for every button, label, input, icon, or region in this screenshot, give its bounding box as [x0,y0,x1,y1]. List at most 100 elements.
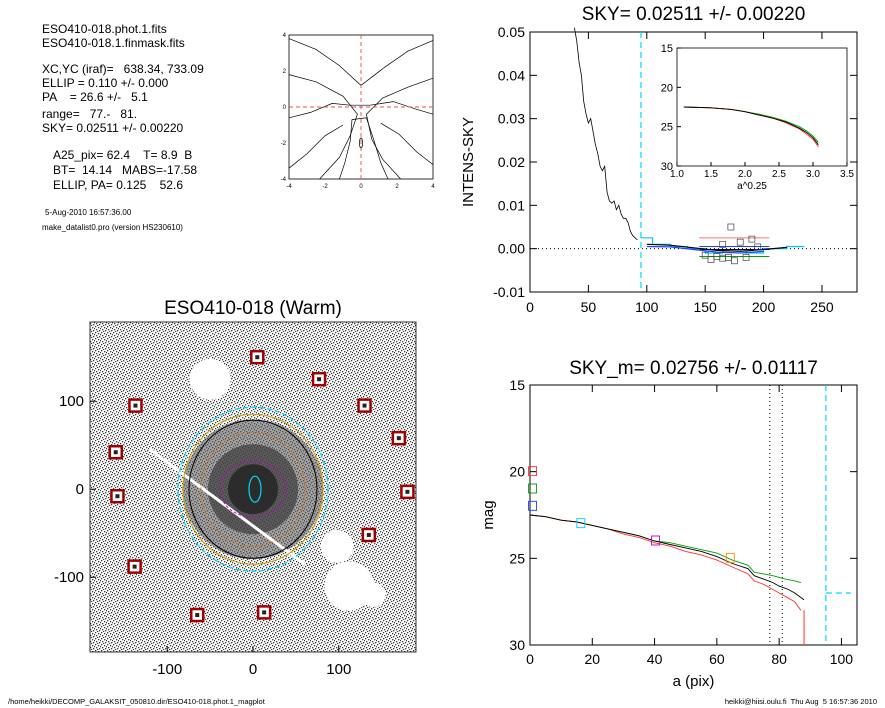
mag-series-black [529,514,805,601]
masked-star-core [262,610,267,615]
mag-ytick: 30 [509,637,525,653]
sky-xtick: 50 [581,299,597,315]
image-content [90,322,416,652]
contour-ytick: -4 [281,177,287,183]
sky-ytick: 0.02 [498,154,525,170]
sky-xtick: 150 [693,299,717,315]
mag-xlabel: a (pix) [673,673,715,690]
pa-text: PA = 26.6 +/- 5.1 [42,90,148,104]
sky-xtick: 0 [526,299,534,315]
contour-line-6 [380,122,434,165]
file-name-2: ESO410-018.1.finmask.fits [42,36,185,50]
mag-title: SKY_m= 0.02756 +/- 0.01117 [569,358,818,379]
xcyc-text: XC,YC (iraf)= 638.34, 733.09 [42,62,204,76]
image-ytick: -100 [54,569,84,586]
image-ytick: 100 [59,393,84,410]
a25-text: A25_pix= 62.4 T= 8.9 B [53,148,193,162]
mag-series-red [529,514,802,611]
inset-ytick: 25 [661,122,673,134]
inset-xlabel: a^0.25 [737,181,767,192]
sky-ytick: 0.05 [498,24,525,40]
image-xtick: 0 [249,661,257,678]
inset-xtick: 3.5 [840,169,854,180]
galaxy-core [228,464,278,515]
contour-line-5 [288,124,344,169]
sky-series-black [646,243,787,252]
contour-xtick: -4 [286,184,292,190]
ellip-text: ELLIP = 0.110 +/- 0.000 [42,76,169,90]
range-text: range= 77.- 81. [42,107,138,121]
sky-text: SKY= 0.02511 +/- 0.00220 [42,121,184,135]
inset-xtick: 1.5 [704,169,718,180]
image-xtick: 100 [326,661,351,678]
mag-xtick: 80 [771,651,787,667]
contour-ytick: 0 [283,105,287,111]
sky-xtick: 200 [752,299,776,315]
inset-xtick: 3.0 [806,169,820,180]
sky-series-blue [646,245,764,254]
inset-xtick: 2.5 [772,169,786,180]
masked-star-core [396,436,401,441]
contour-line-1 [288,74,358,180]
contour-line-2 [366,77,434,180]
galaxy-image-plot: ESO410-018 (Warm) -100 0 100 100 0 -100 [54,298,417,678]
masked-star-core [195,613,200,618]
contour-ytick: -2 [281,141,287,147]
program-text: make_datalist0.pro (version HS230610) [42,223,183,232]
bt-text: BT= 14.14 MABS=-17.58 [53,163,198,177]
mag-ytick: 15 [509,377,525,393]
inset-xtick: 1.0 [670,169,684,180]
sky-box-marker [736,238,744,246]
inset-ytick: 20 [661,82,673,94]
contour-line-4 [339,117,389,180]
mag-marker-box [576,518,586,529]
mag-xtick: 20 [584,651,600,667]
image-ytick: 0 [76,481,84,498]
sky-ylabel: INTENS-SKY [460,117,477,207]
magnitude-profile-plot: SKY_m= 0.02756 +/- 0.01117 mag a (pix) 0 20 4… [480,358,858,690]
mask-region [320,530,354,563]
contour-line-3 [288,101,434,119]
contour-xtick: 0 [359,184,363,190]
image-title: ESO410-018 (Warm) [164,298,342,319]
mag-xtick: 40 [647,651,663,667]
contour-xtick: -2 [322,184,328,190]
mask-region [189,358,231,400]
sky-box-marker [719,240,727,248]
sky-ytick: 0.03 [498,111,525,127]
masked-star-core [362,403,367,408]
sky-ytick: 0.01 [498,197,525,213]
mag-marker-box [528,466,538,477]
center-ellipse [248,475,262,503]
sky-box-marker [707,256,715,263]
inner-ellipse-magenta [219,460,287,518]
sky-profile-line [574,27,638,241]
mag-ytick: 20 [509,464,525,480]
mag-xtick: 100 [830,651,854,667]
inset-series-black [683,106,819,146]
sky-ytick: -0.01 [493,284,525,300]
mag-marker-box [725,552,735,563]
masked-star-core [132,564,137,569]
sky-box-marker [727,223,735,231]
contour-plot: -4 -2 0 2 4 4 2 0 -2 -4 [281,33,436,190]
masked-star-core [405,489,410,494]
image-xtick: -100 [152,661,182,678]
sky-box-marker [701,251,709,259]
masked-star-core [366,532,371,537]
mask-region [360,582,386,608]
mag-frame [529,384,858,646]
masked-star-core [115,494,120,499]
mag-ytick: 25 [509,550,525,566]
mag-marker-box [528,500,538,511]
file-name-1: ESO410-018.phot.1.fits [42,22,167,36]
inset-ytick: 30 [661,161,673,173]
sky-xtick: 100 [635,299,659,315]
footer-path: /home/heikki/DECOMP_GALAKSIT_050810.dir/… [8,697,265,706]
masked-star-core [113,450,118,455]
contour-ytick: 2 [283,69,287,75]
sky-xtick: 250 [810,299,834,315]
sky-box-marker [725,253,732,261]
sky-box-marker [731,257,738,265]
masked-star-core [133,403,138,408]
